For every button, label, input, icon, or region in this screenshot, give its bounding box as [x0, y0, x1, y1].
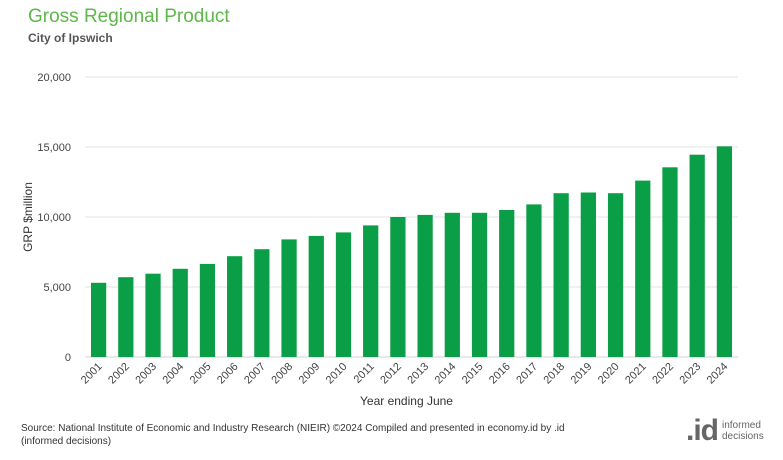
x-tick-label: 2011	[352, 361, 377, 386]
bar	[145, 273, 161, 357]
x-tick-label: 2013	[405, 361, 431, 387]
x-tick-label: 2019	[569, 361, 595, 387]
bar	[635, 180, 651, 357]
x-tick-label: 2024	[705, 361, 731, 387]
bar	[118, 277, 134, 357]
x-tick-label: 2010	[324, 361, 350, 387]
x-tick-label: 2022	[650, 361, 676, 387]
source-note: Source: National Institute of Economic a…	[21, 423, 565, 447]
bar	[199, 263, 216, 357]
bar	[471, 212, 488, 357]
y-tick-label: 5,000	[43, 282, 71, 294]
bar	[417, 214, 433, 357]
x-axis-label: Year ending June	[360, 394, 453, 408]
bar	[390, 217, 406, 357]
x-tick-label: 2004	[161, 361, 187, 387]
x-tick-label: 2008	[269, 361, 295, 387]
x-tick-label: 2007	[242, 361, 268, 387]
bar	[607, 193, 624, 357]
bar	[90, 282, 107, 357]
y-axis-label: GRP $million	[21, 182, 35, 252]
y-tick-label: 20,000	[37, 72, 71, 84]
x-tick-label: 2020	[596, 361, 622, 387]
x-tick-label: 2003	[133, 361, 159, 387]
x-tick-label: 2002	[106, 361, 132, 387]
logo-mark: .id	[686, 414, 719, 447]
chart-subtitle: City of Ipswich	[28, 31, 113, 45]
bar	[254, 249, 270, 357]
bar	[227, 256, 243, 357]
id-logo: .id informed decisions	[686, 416, 782, 446]
x-tick-label: 2017	[514, 361, 540, 387]
bar	[281, 239, 297, 357]
bar	[716, 146, 733, 357]
x-tick-label: 2016	[487, 361, 513, 387]
y-tick-label: 15,000	[37, 142, 71, 154]
bar	[689, 154, 705, 357]
x-tick-label: 2006	[215, 361, 241, 387]
chart-title: Gross Regional Product	[28, 6, 230, 27]
bar	[363, 225, 379, 357]
x-tick-label: 2021	[623, 361, 649, 387]
bar	[172, 268, 188, 357]
y-tick-label: 0	[65, 352, 71, 364]
bar	[526, 204, 542, 357]
y-tick-label: 10,000	[37, 212, 71, 224]
bar	[662, 167, 678, 357]
x-tick-label: 2023	[678, 361, 704, 387]
logo-text: informed decisions	[722, 420, 764, 442]
bar	[499, 210, 515, 357]
x-tick-label: 2009	[297, 361, 323, 387]
x-tick-label: 2012	[378, 361, 404, 387]
x-tick-label: 2005	[188, 361, 214, 387]
x-tick-label: 2018	[541, 361, 567, 387]
x-tick-label: 2014	[433, 361, 459, 387]
bar	[580, 192, 596, 357]
x-tick-label: 2015	[460, 361, 486, 387]
bar	[553, 193, 569, 357]
bar	[308, 235, 324, 357]
bar	[335, 232, 352, 357]
x-tick-label: 2001	[79, 361, 105, 387]
bar	[444, 212, 460, 357]
